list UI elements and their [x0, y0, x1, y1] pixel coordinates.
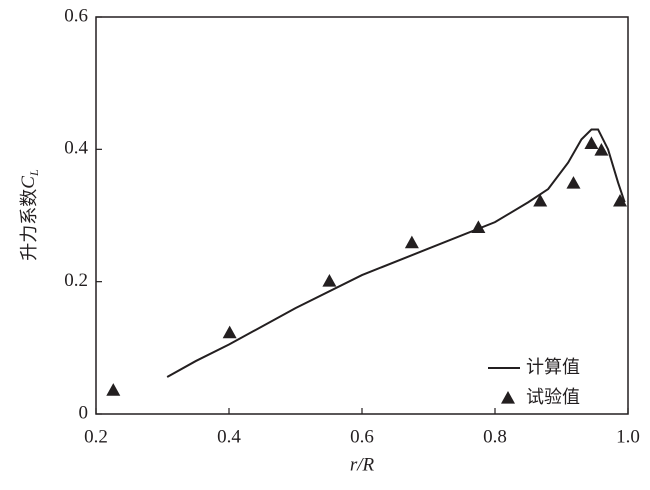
data-point [404, 235, 419, 249]
y-tick-label: 0.6 [64, 5, 88, 26]
x-tick-label: 0.6 [350, 426, 374, 447]
x-tick-label: 0.2 [84, 426, 108, 447]
y-axis-label-text: 升力系数 [19, 189, 40, 261]
x-tick-label: 0.4 [217, 426, 241, 447]
x-tick-label: 0.8 [483, 426, 507, 447]
data-point [106, 383, 121, 396]
x-axis-label: r/R [350, 454, 375, 475]
data-point [566, 176, 581, 189]
data-point [613, 193, 628, 207]
legend-label: 试验值 [526, 387, 580, 408]
legend-label: 计算值 [526, 357, 580, 378]
y-axis-label-symbol: C [18, 176, 39, 189]
data-point [594, 142, 609, 156]
data-point [222, 325, 237, 339]
data-point [322, 274, 337, 287]
legend-swatch [501, 391, 515, 404]
x-tick-label: 1.0 [616, 426, 640, 447]
series-line [166, 128, 626, 378]
data-point [533, 193, 548, 207]
y-tick-label: 0.4 [64, 138, 88, 159]
y-tick-label: 0 [79, 402, 89, 423]
data-point [584, 136, 599, 149]
plot-frame [95, 16, 629, 415]
y-axis-label-subscript: L [27, 169, 41, 177]
y-axis-label: 升力系数CL [18, 169, 40, 261]
data-point [471, 220, 486, 234]
y-tick-label: 0.2 [64, 270, 88, 291]
